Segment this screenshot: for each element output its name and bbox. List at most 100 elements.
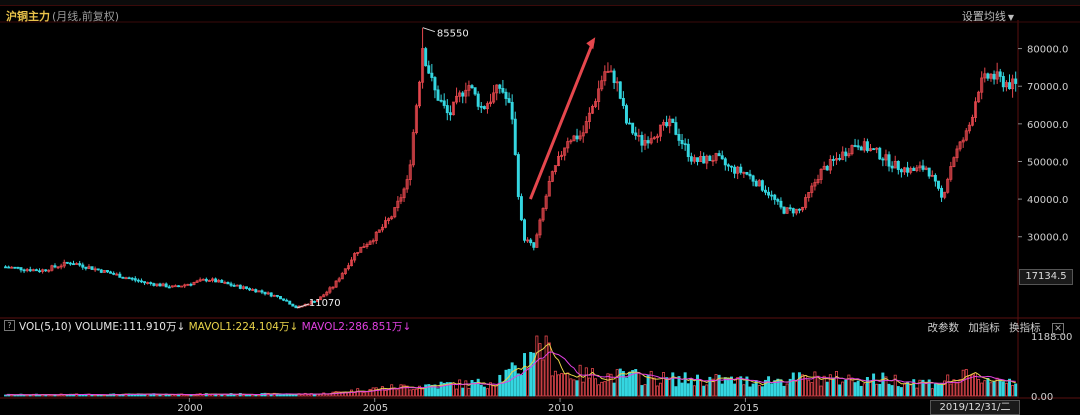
candle-body: [665, 122, 669, 127]
candle-body: [464, 89, 468, 97]
volume-bar: [745, 376, 749, 397]
candle-body: [275, 294, 279, 297]
candle-body: [75, 263, 79, 265]
volume-bar: [760, 386, 764, 397]
candle-body: [226, 281, 230, 285]
candle-body: [850, 145, 854, 155]
candle-body: [720, 155, 724, 160]
volume-bar: [859, 385, 863, 397]
candle-body: [294, 305, 298, 309]
candle-body: [523, 219, 526, 241]
candle-body: [634, 132, 638, 136]
candle-body: [887, 154, 891, 167]
candle-body: [170, 285, 174, 288]
dropdown-caret-icon: ▼: [1007, 13, 1014, 22]
volume-bar: [1014, 383, 1018, 397]
volume-bar: [612, 382, 616, 397]
candle-body: [34, 269, 38, 272]
volume-bar: [371, 387, 375, 397]
candle-body: [124, 277, 128, 280]
candle-body: [825, 165, 829, 171]
candle-body: [856, 145, 860, 148]
candle-body: [946, 178, 950, 193]
candle-body: [807, 192, 811, 198]
volume-bar: [526, 367, 530, 397]
candle-body: [899, 169, 903, 173]
candle-body: [72, 263, 75, 266]
volume-bar: [285, 393, 289, 397]
candle-body: [767, 191, 771, 196]
volume-bar: [983, 380, 987, 397]
candle-body: [427, 65, 431, 74]
volume-bar: [186, 394, 190, 397]
volume-axis: 1188.00 0.00: [1031, 332, 1072, 403]
candle-body: [662, 122, 666, 126]
volume-bar: [912, 379, 916, 397]
candle-body: [519, 196, 523, 221]
candle-body: [998, 71, 1002, 77]
volume-bar: [553, 370, 557, 397]
volume-bar: [155, 394, 159, 397]
volume-bar: [943, 380, 947, 397]
candle-body: [995, 71, 999, 80]
time-tick-label: 2005: [363, 403, 388, 414]
candle-body: [90, 266, 94, 270]
volume-bar: [609, 373, 613, 397]
candle-body: [615, 81, 619, 84]
close-icon[interactable]: ✕: [1052, 323, 1064, 335]
volume-bar: [624, 377, 628, 397]
volume-bar: [532, 352, 536, 397]
candle-body: [390, 216, 394, 220]
candle-body: [893, 160, 897, 169]
volume-bar: [603, 381, 607, 397]
candle-body: [748, 173, 752, 177]
candle-body: [628, 122, 632, 125]
candle-body: [550, 171, 554, 182]
candle-body: [173, 285, 177, 288]
candle-body: [158, 283, 162, 287]
price-axis: 80000.0 70000.0 60000.0 50000.0 40000.0 30000…: [1018, 45, 1068, 244]
volume-bar: [748, 386, 752, 397]
volume-bar: [183, 394, 187, 397]
volume-bar: [998, 379, 1002, 397]
candle-body: [479, 105, 483, 108]
candle-body: [316, 299, 320, 303]
volume-bar: [903, 383, 906, 397]
candle-body: [334, 280, 338, 288]
candle-body: [788, 207, 792, 210]
price-tick-label: 80000.0: [1027, 45, 1068, 56]
candle-body: [838, 158, 842, 160]
volume-bar: [455, 388, 459, 397]
candle-body: [393, 207, 397, 218]
candle-body: [106, 270, 109, 273]
volume-bar: [739, 376, 743, 397]
volume-bar: [640, 385, 644, 397]
candle-body: [476, 93, 480, 107]
candle-body: [1008, 82, 1011, 90]
volume-bar: [44, 394, 48, 397]
candle-body: [835, 158, 839, 161]
top-toolbar-strip: [0, 0, 1080, 6]
volume-bar: [899, 387, 903, 397]
swap-indicator-button[interactable]: 换指标: [1009, 322, 1041, 334]
time-tick-label: 2010: [548, 403, 573, 414]
add-indicator-button[interactable]: 加指标: [968, 322, 1000, 334]
candle-body: [53, 265, 57, 268]
candle-body: [940, 187, 944, 198]
candle-body: [869, 148, 872, 152]
collapse-icon[interactable]: ?: [4, 320, 15, 331]
candle-body: [204, 278, 208, 282]
candle-body: [356, 251, 360, 254]
volume-bar: [90, 394, 94, 397]
high-label: 85550: [437, 29, 469, 40]
change-params-button[interactable]: 改参数: [927, 322, 959, 334]
set-ma-button[interactable]: 设置均线 ▼: [962, 8, 1014, 24]
candle-body: [78, 263, 82, 266]
candle-body: [655, 135, 659, 139]
volume-bar: [875, 383, 879, 397]
volume-bar: [1004, 382, 1008, 397]
candle-body: [489, 101, 493, 105]
candle-body: [235, 284, 239, 287]
candle-body: [13, 266, 17, 269]
